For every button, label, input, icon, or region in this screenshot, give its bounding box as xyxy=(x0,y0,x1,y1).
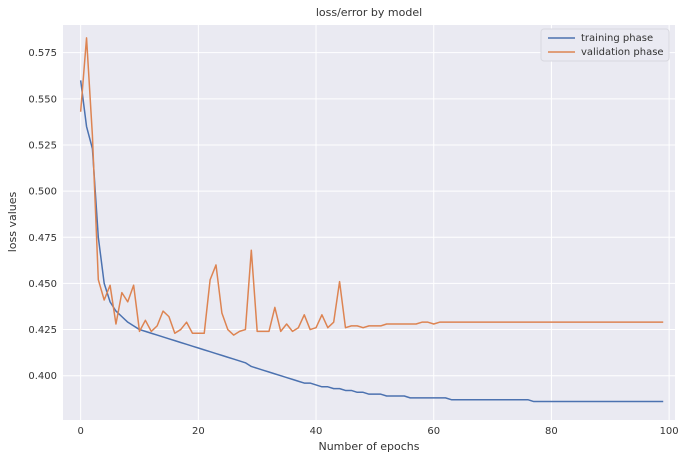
x-axis-label: Number of epochs xyxy=(318,440,419,453)
validation-line xyxy=(79,37,664,336)
series-lines xyxy=(79,37,664,403)
y-tick-label: 0.525 xyxy=(28,140,57,151)
x-tick-label: 20 xyxy=(192,426,205,437)
x-tick-label: 60 xyxy=(427,426,440,437)
x-tick-label: 80 xyxy=(545,426,558,437)
x-tick-label: 40 xyxy=(310,426,323,437)
y-tick-label: 0.575 xyxy=(28,48,57,59)
plot-area xyxy=(63,25,675,420)
y-tick-labels: 0.400 0.425 0.450 0.475 0.500 0.525 0.550 0.575 xyxy=(28,48,57,382)
x-tick-labels: 0 20 40 60 80 100 xyxy=(77,426,678,437)
y-axis-label: loss values xyxy=(6,191,19,252)
legend: training phase validation phase xyxy=(540,28,670,62)
legend-box xyxy=(540,28,670,62)
legend-label-validation: validation phase xyxy=(581,47,664,58)
training-line xyxy=(79,80,664,403)
y-tick-label: 0.400 xyxy=(28,371,57,382)
legend-label-training: training phase xyxy=(581,33,653,44)
y-tick-label: 0.475 xyxy=(28,233,57,244)
y-tick-label: 0.425 xyxy=(28,325,57,336)
x-tick-label: 0 xyxy=(77,426,83,437)
x-tick-label: 100 xyxy=(660,426,679,437)
y-tick-label: 0.450 xyxy=(28,279,57,290)
y-tick-label: 0.550 xyxy=(28,94,57,105)
chart-title: loss/error by model xyxy=(316,6,422,19)
y-tick-label: 0.500 xyxy=(28,187,57,198)
